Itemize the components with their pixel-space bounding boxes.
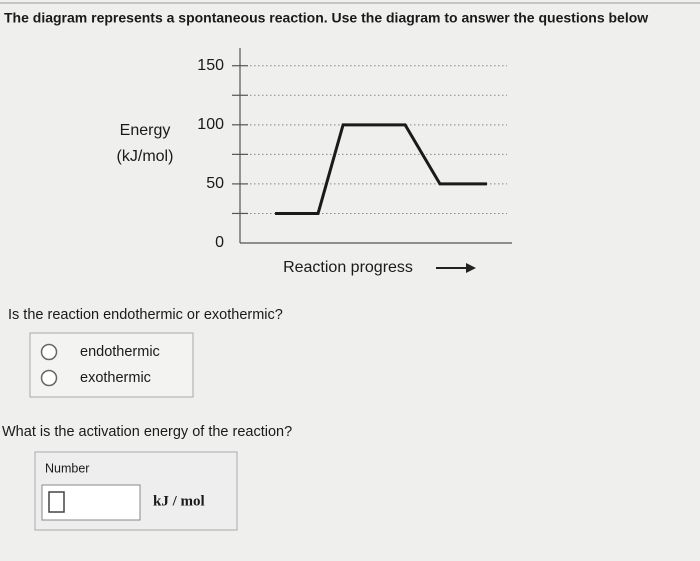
- question-text: Is the reaction endothermic or exothermi…: [8, 307, 283, 323]
- x-axis-label: Reaction progress: [283, 259, 413, 276]
- number-input[interactable]: [41, 484, 141, 521]
- y-tick-label: 100: [197, 116, 224, 133]
- header-title: The diagram represents a spontaneous rea…: [4, 10, 648, 26]
- energy-diagram: 0 50 100 150 Energy (kJ/mol) Reaction progress: [117, 48, 512, 276]
- option-label: exothermic: [80, 370, 151, 386]
- y-axis-label: (kJ/mol): [117, 148, 174, 165]
- y-tick-label: 50: [206, 175, 224, 192]
- question-text: What is the activation energy of the rea…: [2, 424, 292, 440]
- x-arrowhead: [466, 263, 476, 273]
- y-tick-label: 0: [215, 234, 224, 251]
- input-cursor: [48, 491, 65, 513]
- unit-label: kJ / mol: [153, 493, 205, 509]
- radio-button[interactable]: [40, 343, 58, 361]
- energy-line: [275, 123, 487, 215]
- options-box: [29, 332, 194, 398]
- option-label: endothermic: [80, 344, 160, 360]
- options: endothermic exothermic: [40, 343, 160, 387]
- field-label: Number: [45, 461, 89, 475]
- radio-button[interactable]: [40, 369, 58, 387]
- y-tick-label: 150: [197, 57, 224, 74]
- y-axis-label: Energy: [120, 122, 171, 139]
